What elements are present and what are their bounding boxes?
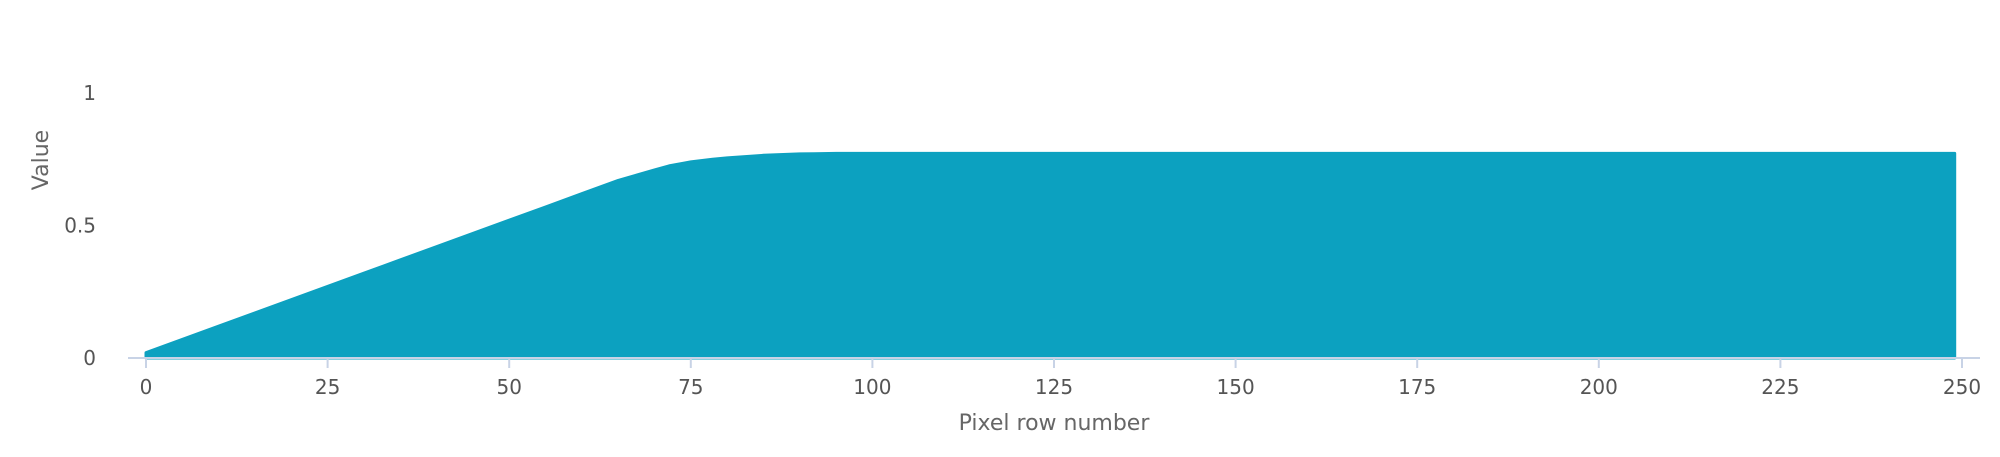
x-axis: 0 25 50 75 100 125 150 175 200 225 250: [128, 357, 1981, 399]
x-tick-label: 150: [1217, 375, 1255, 399]
x-tick-label: 125: [1035, 375, 1073, 399]
x-tick-label: 200: [1580, 375, 1618, 399]
area-series-0: [144, 151, 1957, 360]
x-tick-label: 175: [1398, 375, 1436, 399]
x-tick-label: 75: [678, 375, 703, 399]
plot-area: [144, 151, 1957, 360]
x-tick-label: 225: [1761, 375, 1799, 399]
x-tick-label: 25: [315, 375, 340, 399]
x-tick-label: 50: [496, 375, 521, 399]
y-tick-label: 0: [83, 346, 96, 370]
x-tick-label: 100: [853, 375, 891, 399]
y-axis: 00.51: [64, 81, 96, 370]
y-tick-label: 1: [83, 81, 96, 105]
y-tick-label: 0.5: [64, 214, 96, 238]
x-tick-label: 250: [1943, 375, 1981, 399]
y-axis-title: Value: [29, 130, 54, 190]
x-tick-label: 0: [140, 375, 153, 399]
x-axis-title: Pixel row number: [959, 411, 1151, 436]
